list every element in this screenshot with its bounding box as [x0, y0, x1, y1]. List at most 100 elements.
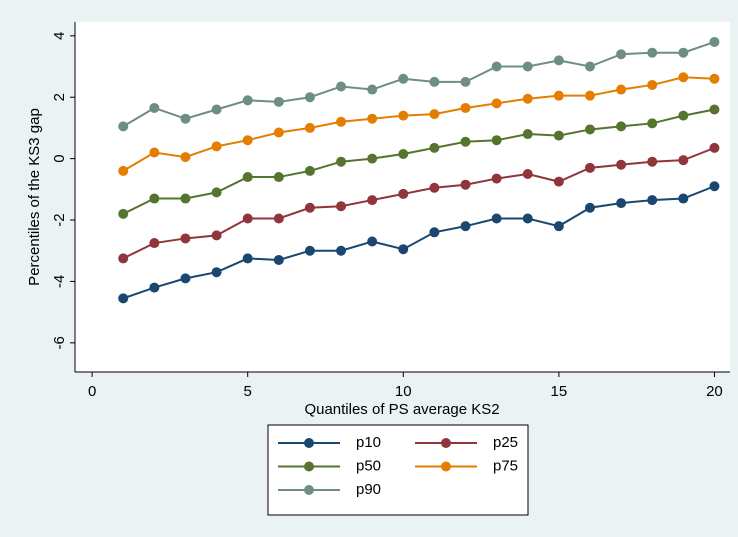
data-point: [584, 202, 595, 213]
legend-label: p75: [493, 457, 518, 474]
data-point: [460, 76, 471, 87]
data-point: [553, 90, 564, 101]
data-point: [429, 182, 440, 193]
data-point: [429, 142, 440, 153]
x-tick-label: 0: [88, 383, 96, 400]
data-point: [180, 273, 191, 284]
series-line: [122, 146, 715, 260]
legend-marker: [304, 438, 314, 448]
data-point: [242, 135, 253, 146]
data-point: [367, 195, 378, 206]
data-point: [429, 76, 440, 87]
data-point: [678, 193, 689, 204]
data-point: [616, 49, 627, 60]
data-point: [273, 213, 284, 224]
data-point: [304, 245, 315, 256]
legend-label: p25: [493, 434, 518, 451]
x-tick-label: 10: [395, 383, 412, 400]
data-point: [118, 253, 129, 264]
data-point: [491, 213, 502, 224]
data-point: [709, 36, 720, 47]
x-tick-label: 15: [551, 383, 568, 400]
y-tick-label: -4: [51, 275, 68, 288]
data-point: [616, 198, 627, 209]
data-point: [584, 162, 595, 173]
data-point: [367, 113, 378, 124]
data-point: [522, 129, 533, 140]
data-point: [522, 93, 533, 104]
data-point: [553, 130, 564, 141]
data-point: [460, 102, 471, 113]
data-point: [491, 61, 502, 72]
data-point: [149, 102, 160, 113]
data-point: [304, 202, 315, 213]
y-tick-label: -6: [51, 336, 68, 349]
series-line: [122, 76, 715, 172]
data-point: [647, 195, 658, 206]
data-point: [211, 141, 222, 152]
series-line: [122, 41, 715, 128]
data-point: [367, 236, 378, 247]
data-point: [118, 165, 129, 176]
data-point: [180, 193, 191, 204]
data-point: [429, 227, 440, 238]
data-point: [211, 230, 222, 241]
data-point: [367, 84, 378, 95]
data-point: [709, 73, 720, 84]
data-point: [273, 96, 284, 107]
data-point: [367, 153, 378, 164]
data-point: [678, 72, 689, 83]
data-point: [678, 155, 689, 166]
data-point: [118, 208, 129, 219]
data-point: [304, 92, 315, 103]
data-point: [211, 104, 222, 115]
data-point: [398, 73, 409, 84]
data-point: [398, 110, 409, 121]
data-point: [180, 233, 191, 244]
data-point: [273, 254, 284, 265]
data-point: [180, 152, 191, 163]
data-point: [429, 109, 440, 120]
data-point: [491, 135, 502, 146]
legend-label: p10: [356, 434, 381, 451]
data-point: [242, 172, 253, 183]
data-point: [460, 136, 471, 147]
data-point: [273, 172, 284, 183]
data-point: [647, 79, 658, 90]
y-axis-title: Percentiles of the KS3 gap: [26, 108, 43, 286]
data-point: [616, 159, 627, 170]
data-point: [647, 118, 658, 129]
data-point: [678, 47, 689, 58]
data-point: [118, 293, 129, 304]
data-point: [336, 245, 347, 256]
data-point: [491, 173, 502, 184]
x-tick-label: 20: [706, 383, 723, 400]
y-tick-label: -2: [51, 213, 68, 226]
data-point: [398, 149, 409, 160]
legend-marker: [441, 438, 451, 448]
data-point: [584, 61, 595, 72]
data-point: [336, 201, 347, 212]
legend-label: p50: [356, 457, 381, 474]
x-tick-label: 5: [244, 383, 252, 400]
data-point: [709, 181, 720, 192]
data-point: [336, 81, 347, 92]
data-point: [149, 147, 160, 158]
legend-label: p90: [356, 481, 381, 498]
data-point: [304, 165, 315, 176]
data-point: [149, 238, 160, 249]
series-line: [122, 185, 715, 300]
data-point: [678, 110, 689, 121]
data-point: [211, 267, 222, 278]
data-point: [273, 127, 284, 138]
y-tick-label: 4: [51, 32, 68, 40]
data-point: [522, 168, 533, 179]
data-point: [553, 55, 564, 66]
data-point: [149, 193, 160, 204]
data-point: [553, 176, 564, 187]
data-point: [460, 221, 471, 232]
data-point: [616, 84, 627, 95]
legend-marker: [304, 461, 314, 472]
data-point: [522, 213, 533, 224]
